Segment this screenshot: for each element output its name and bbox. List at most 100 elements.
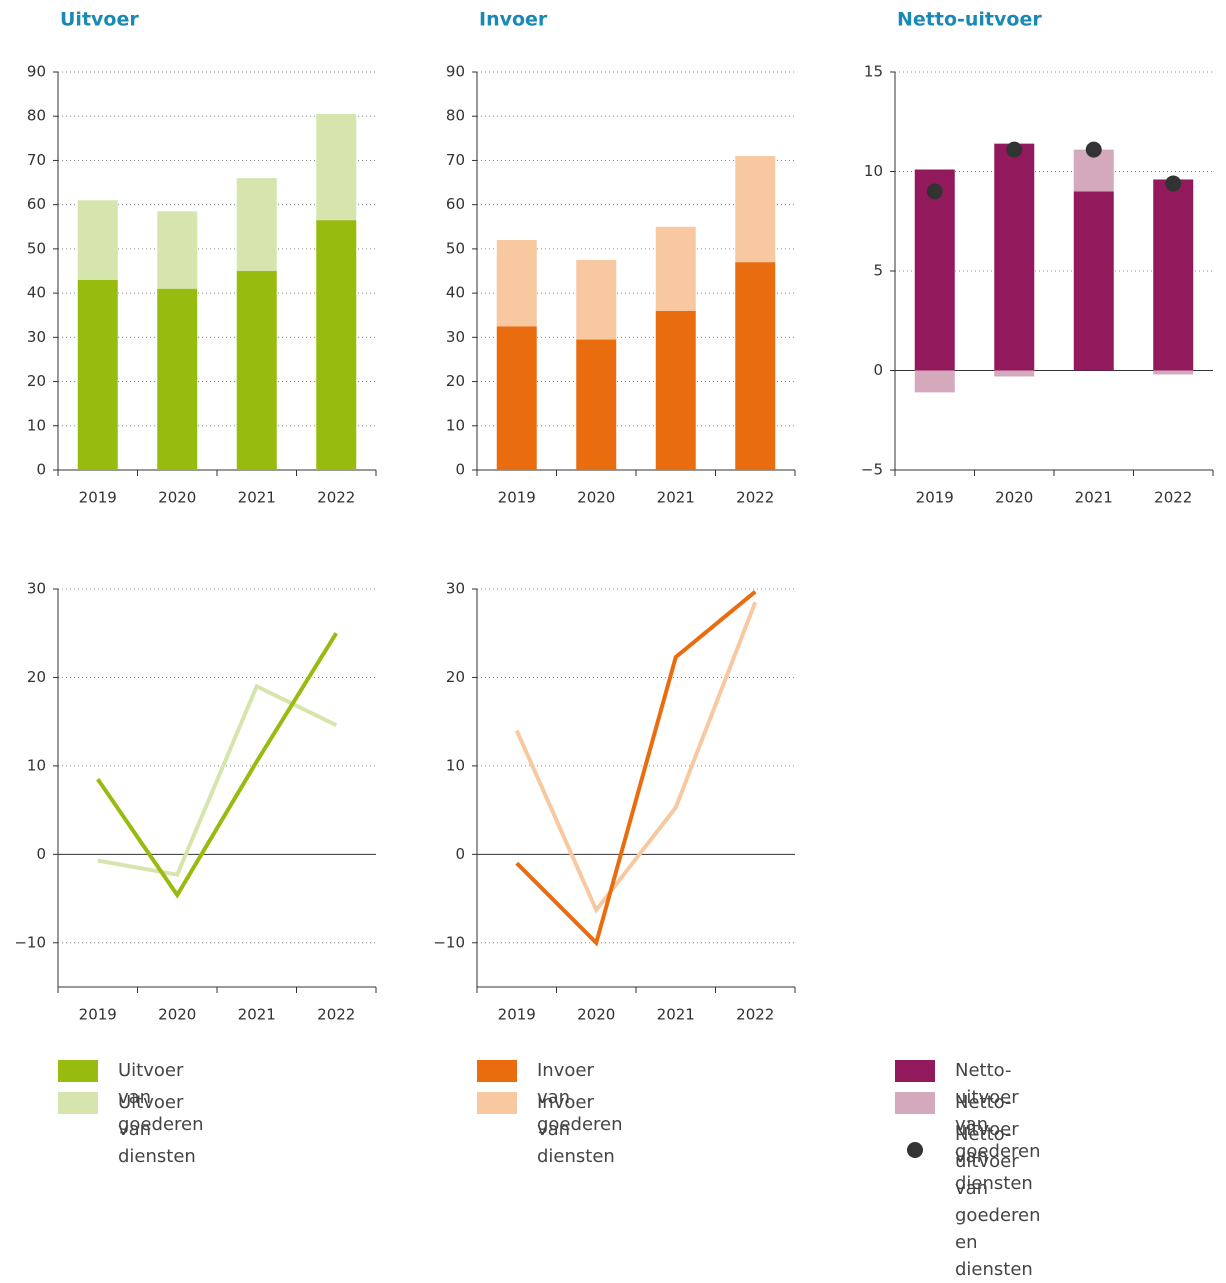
x-tick-label: 2019 [498, 489, 536, 507]
bar [496, 240, 537, 327]
bar [1153, 370, 1194, 375]
y-tick-label: −5 [861, 461, 883, 479]
bar [914, 370, 955, 393]
legend-label: Uitvoer van goederen [118, 1060, 204, 1135]
bar [994, 143, 1035, 371]
x-tick-label: 2022 [1154, 489, 1192, 507]
y-tick-label: 40 [446, 284, 465, 302]
bar [77, 200, 118, 280]
y-tick-label: 0 [36, 461, 46, 479]
bar [236, 271, 277, 470]
legend-label: Uitvoer van diensten [118, 1092, 196, 1167]
total-dot [1085, 141, 1102, 158]
bar [914, 169, 955, 371]
y-tick-label: 40 [27, 284, 46, 302]
y-tick-label: 70 [446, 151, 465, 169]
bar [77, 279, 118, 470]
x-tick-label: 2022 [317, 1006, 355, 1024]
legend-dot [907, 1142, 923, 1158]
y-tick-label: 60 [446, 195, 465, 213]
legend-swatch [477, 1060, 517, 1082]
y-tick-label: 10 [27, 416, 46, 434]
y-tick-label: 20 [27, 668, 46, 686]
y-tick-label: 50 [27, 239, 46, 257]
legend-label: Invoer van goederen [537, 1060, 623, 1135]
line [96, 632, 338, 899]
y-tick-label: 10 [446, 416, 465, 434]
bar [994, 370, 1035, 377]
x-tick-label: 2019 [79, 489, 117, 507]
y-tick-label: 15 [864, 63, 883, 81]
bar [576, 259, 617, 340]
y-tick-label: 90 [27, 63, 46, 81]
y-tick-label: 30 [27, 328, 46, 346]
y-tick-label: 20 [446, 668, 465, 686]
y-tick-label: 90 [446, 63, 465, 81]
legend-swatch [895, 1060, 935, 1082]
x-tick-label: 2021 [657, 1006, 695, 1024]
bar [236, 178, 277, 271]
y-tick-label: 60 [27, 195, 46, 213]
bar [157, 211, 198, 289]
bar [576, 339, 617, 470]
bar [735, 156, 776, 263]
x-tick-label: 2021 [238, 1006, 276, 1024]
legend-swatch [477, 1092, 517, 1114]
bar [1073, 191, 1114, 371]
x-tick-label: 2019 [498, 1006, 536, 1024]
legend-label: Netto-uitvoer van goederen [955, 1060, 1041, 1162]
y-tick-label: 80 [27, 107, 46, 125]
x-tick-label: 2022 [736, 1006, 774, 1024]
x-tick-label: 2022 [317, 489, 355, 507]
x-tick-label: 2021 [1075, 489, 1113, 507]
line [514, 601, 758, 914]
legend-label: Invoer van diensten [537, 1092, 615, 1167]
line [515, 590, 757, 947]
chart-title: Invoer [479, 9, 548, 31]
x-tick-label: 2020 [158, 1006, 196, 1024]
y-tick-label: 30 [446, 328, 465, 346]
y-tick-label: 0 [36, 845, 46, 863]
bar [157, 288, 198, 470]
y-tick-label: −10 [14, 933, 46, 951]
y-tick-label: 70 [27, 151, 46, 169]
total-dot [1006, 141, 1023, 158]
bar [1153, 179, 1194, 371]
legend-swatch [895, 1092, 935, 1114]
y-tick-label: 10 [446, 756, 465, 774]
x-tick-label: 2020 [158, 489, 196, 507]
bar [655, 310, 696, 470]
total-dot [1165, 175, 1182, 192]
bar [735, 262, 776, 470]
total-dot [926, 183, 943, 200]
y-tick-label: 30 [446, 580, 465, 598]
y-tick-label: 20 [446, 372, 465, 390]
x-tick-label: 2022 [736, 489, 774, 507]
y-tick-label: −10 [433, 933, 465, 951]
y-tick-label: 0 [873, 361, 883, 379]
bar [316, 114, 357, 221]
legend-swatch [58, 1092, 98, 1114]
legend-label: Netto-uitvoer van goederen en diensten [955, 1124, 1041, 1280]
bar [655, 226, 696, 311]
y-tick-label: 50 [446, 239, 465, 257]
x-tick-label: 2019 [916, 489, 954, 507]
x-tick-label: 2020 [995, 489, 1033, 507]
page: Uitvoer 0 10 20 30 40 50 60 70 80 90 2019 2020 2021 20… [14, 8, 1214, 1280]
y-tick-label: 5 [873, 262, 883, 280]
x-tick-label: 2021 [657, 489, 695, 507]
y-tick-label: 10 [864, 162, 883, 180]
bar [316, 220, 357, 470]
y-tick-label: 80 [446, 107, 465, 125]
y-tick-label: 0 [455, 461, 465, 479]
x-tick-label: 2019 [79, 1006, 117, 1024]
y-tick-label: 0 [455, 845, 465, 863]
y-tick-label: 30 [27, 580, 46, 598]
y-tick-label: 20 [27, 372, 46, 390]
y-tick-label: 10 [27, 756, 46, 774]
x-tick-label: 2021 [238, 489, 276, 507]
chart-title: Uitvoer [60, 9, 139, 31]
x-tick-label: 2020 [577, 489, 615, 507]
line [97, 683, 338, 877]
